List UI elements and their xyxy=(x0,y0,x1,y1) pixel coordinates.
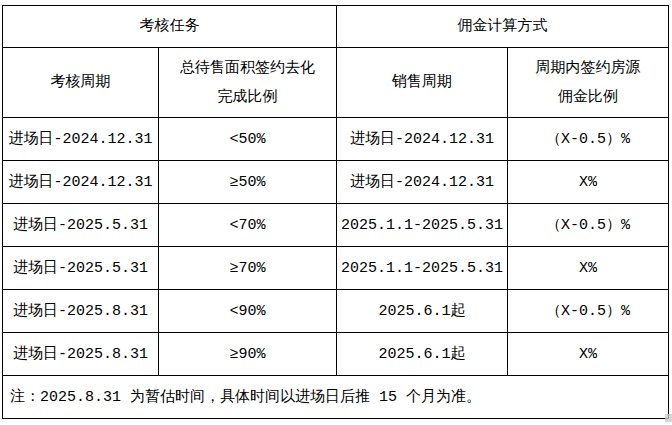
header-completion-ratio: 总待售面积签约去化 完成比例 xyxy=(159,48,337,118)
commission-assessment-table: 考核任务 佣金计算方式 考核周期 总待售面积签约去化 完成比例 销售周期 周期内… xyxy=(2,5,669,419)
header-commission-ratio-line1: 周期内签约房源 xyxy=(508,54,668,83)
table-row: 进场日-2025.5.31 ≥70% 2025.1.1-2025.5.31 X% xyxy=(3,247,669,290)
completion-ratio-cell: ≥50% xyxy=(159,161,337,204)
table-row: 进场日-2024.12.31 ≥50% 进场日-2024.12.31 X% xyxy=(3,161,669,204)
commission-ratio-cell: （X-0.5）% xyxy=(508,290,669,333)
assessment-period-cell: 进场日-2025.8.31 xyxy=(3,333,159,376)
table-row: 进场日-2024.12.31 <50% 进场日-2024.12.31 （X-0.… xyxy=(3,118,669,161)
header-commission-ratio-line2: 佣金比例 xyxy=(508,83,668,112)
completion-ratio-cell: ≥90% xyxy=(159,333,337,376)
commission-ratio-cell: （X-0.5）% xyxy=(508,118,669,161)
table-resize-handle[interactable] xyxy=(665,414,672,422)
sales-period-cell: 2025.6.1起 xyxy=(337,290,508,333)
header-assessment-period: 考核周期 xyxy=(3,48,159,118)
header-assessment-task: 考核任务 xyxy=(3,6,337,48)
header-sales-period: 销售周期 xyxy=(337,48,508,118)
assessment-period-cell: 进场日-2025.8.31 xyxy=(3,290,159,333)
commission-ratio-cell: X% xyxy=(508,247,669,290)
sales-period-cell: 2025.1.1-2025.5.31 xyxy=(337,247,508,290)
sales-period-cell: 2025.6.1起 xyxy=(337,333,508,376)
assessment-period-cell: 进场日-2024.12.31 xyxy=(3,161,159,204)
table-row: 进场日-2025.8.31 ≥90% 2025.6.1起 X% xyxy=(3,333,669,376)
sales-period-cell: 进场日-2024.12.31 xyxy=(337,161,508,204)
sales-period-cell: 2025.1.1-2025.5.31 xyxy=(337,204,508,247)
commission-ratio-cell: X% xyxy=(508,333,669,376)
footnote-row: 注：2025.8.31 为暂估时间，具体时间以进场日后推 15 个月为准。 xyxy=(3,376,669,419)
column-header-row: 考核周期 总待售面积签约去化 完成比例 销售周期 周期内签约房源 佣金比例 xyxy=(3,48,669,118)
assessment-period-cell: 进场日-2025.5.31 xyxy=(3,204,159,247)
commission-ratio-cell: X% xyxy=(508,161,669,204)
header-commission-method: 佣金计算方式 xyxy=(337,6,669,48)
completion-ratio-cell: ≥70% xyxy=(159,247,337,290)
completion-ratio-cell: <50% xyxy=(159,118,337,161)
table-row: 进场日-2025.8.31 <90% 2025.6.1起 （X-0.5）% xyxy=(3,290,669,333)
sales-period-cell: 进场日-2024.12.31 xyxy=(337,118,508,161)
header-commission-ratio: 周期内签约房源 佣金比例 xyxy=(508,48,669,118)
commission-ratio-cell: （X-0.5）% xyxy=(508,204,669,247)
completion-ratio-cell: <70% xyxy=(159,204,337,247)
header-completion-ratio-line2: 完成比例 xyxy=(159,83,336,112)
table-row: 进场日-2025.5.31 <70% 2025.1.1-2025.5.31 （X… xyxy=(3,204,669,247)
completion-ratio-cell: <90% xyxy=(159,290,337,333)
assessment-period-cell: 进场日-2025.5.31 xyxy=(3,247,159,290)
assessment-period-cell: 进场日-2024.12.31 xyxy=(3,118,159,161)
header-group-row: 考核任务 佣金计算方式 xyxy=(3,6,669,48)
footnote: 注：2025.8.31 为暂估时间，具体时间以进场日后推 15 个月为准。 xyxy=(3,376,669,419)
header-completion-ratio-line1: 总待售面积签约去化 xyxy=(159,54,336,83)
document-page: 考核任务 佣金计算方式 考核周期 总待售面积签约去化 完成比例 销售周期 周期内… xyxy=(0,0,672,425)
